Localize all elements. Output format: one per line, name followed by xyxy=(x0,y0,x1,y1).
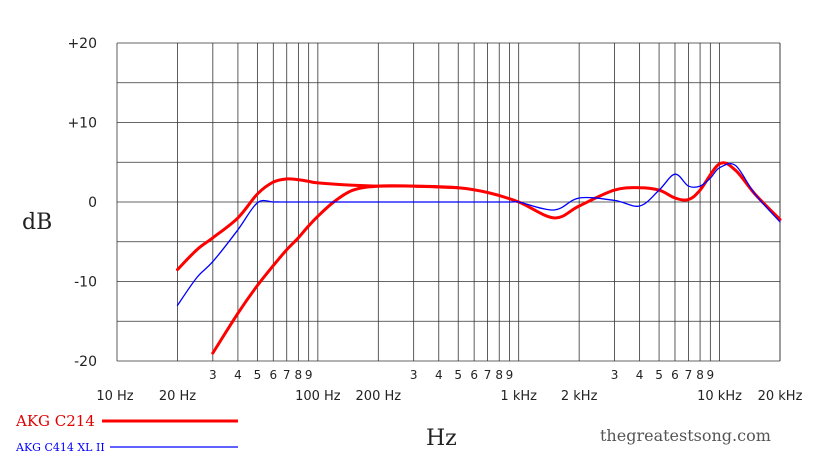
legend: AKG C214 AKG C414 XL II xyxy=(15,412,238,454)
legend-label-akg-c414: AKG C414 XL II xyxy=(15,441,105,454)
y-tick-label: +20 xyxy=(67,36,97,52)
x-major-tick-label: 20 kHz xyxy=(758,389,803,404)
x-minor-tick-label: 6 xyxy=(671,368,679,382)
series-line-0 xyxy=(176,161,782,272)
series-layer xyxy=(176,161,782,355)
series-line-1 xyxy=(211,184,460,355)
legend-label-akg-c214: AKG C214 xyxy=(15,412,95,430)
x-minor-tick-label: 3 xyxy=(611,368,619,382)
y-tick-label: 0 xyxy=(88,195,97,211)
x-major-tick-label: 20 Hz xyxy=(159,389,196,404)
y-tick-labels: +20 +10 0 -10 -20 xyxy=(67,36,97,370)
x-minor-tick-label: 8 xyxy=(495,368,503,382)
x-minor-tick-label: 5 xyxy=(254,368,262,382)
x-minor-tick-label: 7 xyxy=(484,368,492,382)
series-line-2 xyxy=(176,163,781,307)
x-minor-tick-label: 4 xyxy=(234,368,242,382)
x-minor-tick-label: 5 xyxy=(454,368,462,382)
x-major-tick-label: 2 kHz xyxy=(561,389,598,404)
y-axis-label: dB xyxy=(22,210,52,235)
watermark-text: thegreatestsong.com xyxy=(600,426,771,445)
x-axis-label: Hz xyxy=(426,426,457,451)
y-tick-label: +10 xyxy=(67,116,97,132)
x-minor-tick-label: 9 xyxy=(506,368,514,382)
x-minor-tick-label: 5 xyxy=(655,368,663,382)
x-major-tick-label: 100 Hz xyxy=(295,389,341,404)
x-major-tick-label: 200 Hz xyxy=(356,389,402,404)
x-minor-tick-label: 6 xyxy=(269,368,277,382)
x-minor-tick-label: 9 xyxy=(707,368,715,382)
x-minor-tick-label: 8 xyxy=(295,368,303,382)
y-tick-label: -20 xyxy=(74,354,97,370)
x-major-tick-label: 10 kHz xyxy=(697,389,742,404)
x-minor-tick-label: 3 xyxy=(209,368,217,382)
y-tick-label: -10 xyxy=(74,275,97,291)
x-minor-tick-label: 6 xyxy=(470,368,478,382)
x-minor-tick-label: 3 xyxy=(410,368,418,382)
x-minor-tick-label: 4 xyxy=(636,368,644,382)
x-minor-tick-label: 8 xyxy=(696,368,704,382)
x-major-tick-label: 10 Hz xyxy=(96,389,133,404)
x-major-tick-label: 1 kHz xyxy=(500,389,537,404)
x-minor-tick-label: 9 xyxy=(305,368,313,382)
x-minor-tick-label: 4 xyxy=(435,368,443,382)
x-minor-tick-label: 7 xyxy=(283,368,291,382)
x-tick-labels: 3 4 5 6 7 8 9 3 4 5 6 7 8 9 3 4 5 6 7 8 910 Hz 20 Hz 100 Hz 200… xyxy=(96,368,802,404)
x-minor-tick-label: 7 xyxy=(685,368,693,382)
